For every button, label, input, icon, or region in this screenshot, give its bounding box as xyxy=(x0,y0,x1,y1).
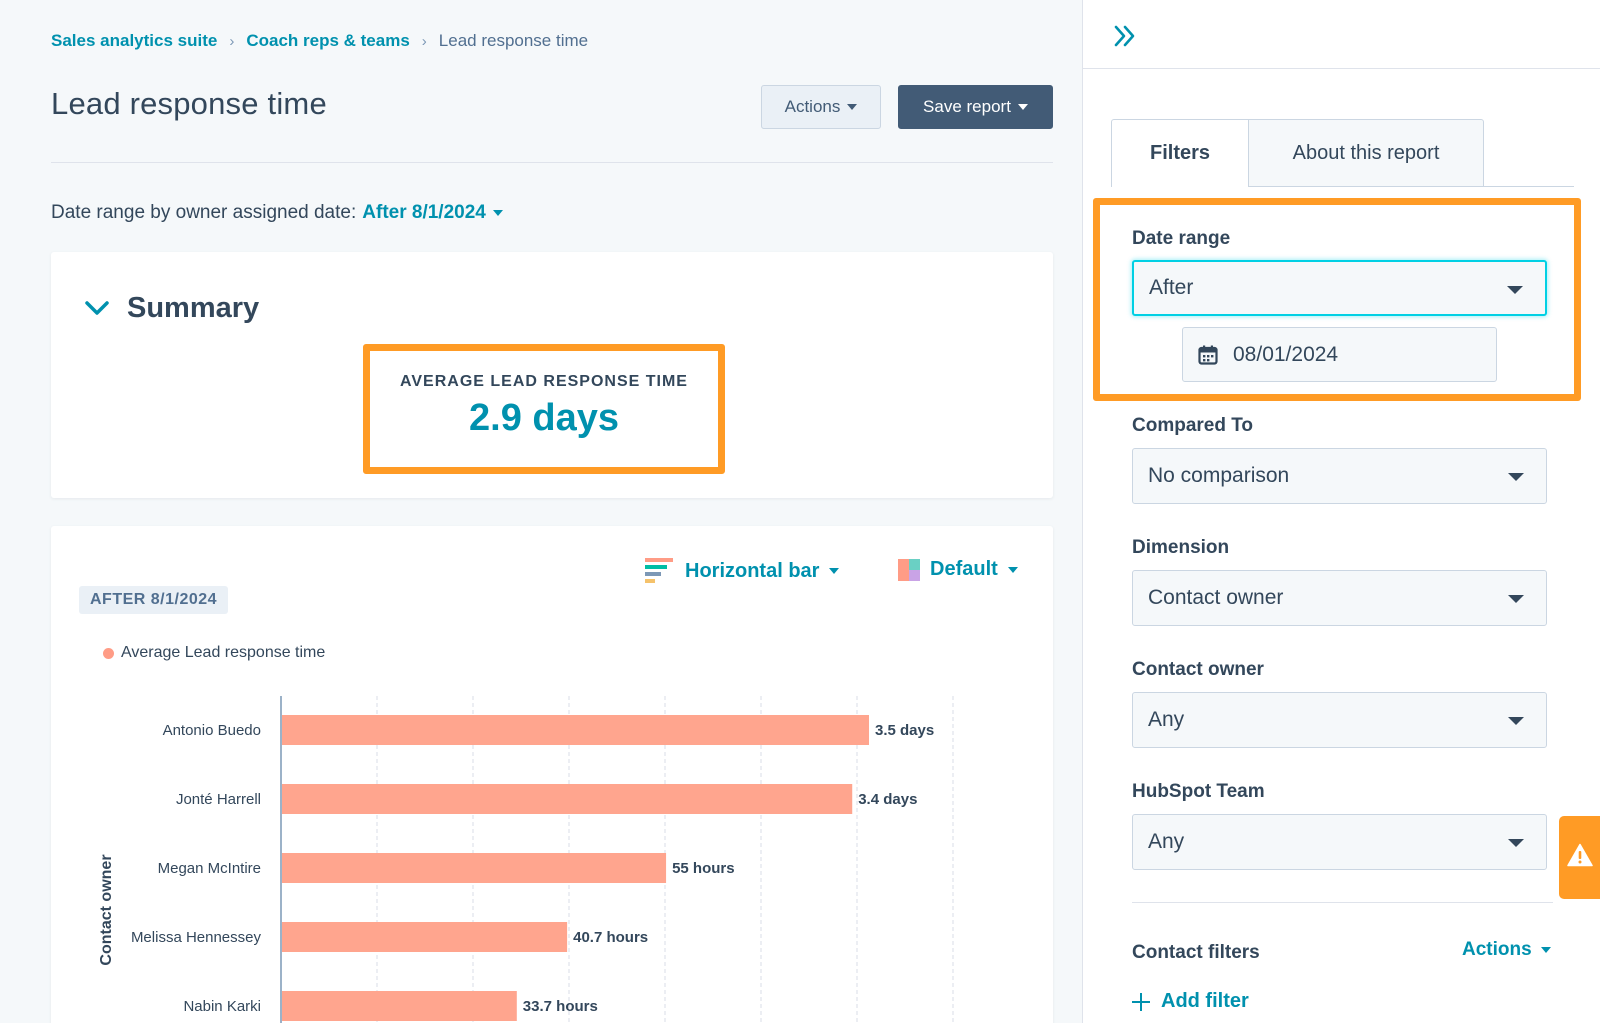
chevron-right-icon: › xyxy=(229,32,235,50)
y-axis-title: Contact owner xyxy=(98,854,115,965)
contact-filters-actions-label: Actions xyxy=(1462,939,1532,960)
chart-bar xyxy=(282,922,568,952)
contact-filters-actions-dropdown[interactable]: Actions xyxy=(1462,939,1551,961)
main-area: Sales analytics suite › Coach reps & tea… xyxy=(51,31,1053,1023)
date-range-highlight-box xyxy=(1093,198,1581,401)
chart-bar xyxy=(282,853,667,883)
header-divider xyxy=(51,162,1053,163)
horizontal-bar-chart-icon xyxy=(645,558,673,583)
panel-tabs: Filters About this report xyxy=(1111,119,1484,187)
category-label: Melissa Hennessey xyxy=(131,929,262,946)
kpi-label: AVERAGE LEAD RESPONSE TIME xyxy=(400,373,688,390)
plus-icon xyxy=(1132,992,1150,1011)
data-label: 55 hours xyxy=(672,860,735,877)
contact-filters-label: Contact filters xyxy=(1132,942,1260,963)
caret-down-icon xyxy=(1508,717,1524,725)
compared-to-value: No comparison xyxy=(1148,464,1290,487)
date-range-tag: AFTER 8/1/2024 xyxy=(79,586,229,614)
color-scheme-label: Default xyxy=(930,558,998,580)
date-input-value: 08/01/2024 xyxy=(1233,342,1339,366)
chart-bar xyxy=(282,991,517,1021)
chart-type-dropdown[interactable]: Horizontal bar xyxy=(645,558,840,584)
calendar-icon xyxy=(1198,345,1218,365)
date-range-dropdown[interactable]: After 8/1/2024 xyxy=(362,202,503,224)
tabs-underline xyxy=(1484,186,1574,187)
data-label: 33.7 hours xyxy=(523,998,598,1015)
hubspot-team-value: Any xyxy=(1148,830,1185,853)
summary-card: Summary AVERAGE LEAD RESPONSE TIME 2.9 d… xyxy=(51,252,1053,498)
warning-icon xyxy=(1567,843,1593,867)
chart-legend: Average Lead response time xyxy=(103,644,325,662)
category-label: Jonté Harrell xyxy=(176,791,261,808)
data-label: 3.5 days xyxy=(875,722,934,739)
dimension-select[interactable]: Contact owner xyxy=(1132,570,1547,626)
date-range-select-value: After xyxy=(1149,276,1194,299)
contact-owner-select[interactable]: Any xyxy=(1132,692,1547,748)
hubspot-team-label: HubSpot Team xyxy=(1132,781,1265,802)
caret-down-icon xyxy=(1508,595,1524,603)
date-range-value: After 8/1/2024 xyxy=(362,202,486,223)
save-report-button-label: Save report xyxy=(923,97,1011,116)
color-scheme-dropdown[interactable]: Default xyxy=(898,558,1018,581)
chart-card: Horizontal bar Default AFTER 8/1/2024 Av… xyxy=(51,526,1053,1023)
tab-about-this-report[interactable]: About this report xyxy=(1249,119,1484,187)
kpi-highlight-box: AVERAGE LEAD RESPONSE TIME 2.9 days xyxy=(363,344,725,474)
caret-down-icon xyxy=(1508,839,1524,847)
filter-panel: Filters About this report Date range Aft… xyxy=(1082,0,1600,1023)
breadcrumb-current: Lead response time xyxy=(438,31,589,50)
compared-to-select[interactable]: No comparison xyxy=(1132,448,1547,504)
caret-down-icon xyxy=(1017,104,1028,110)
double-chevron-right-icon[interactable] xyxy=(1111,22,1139,50)
add-filter-label: Add filter xyxy=(1161,990,1249,1012)
contact-owner-label: Contact owner xyxy=(1132,659,1264,680)
caret-down-icon xyxy=(1508,473,1524,481)
save-report-button[interactable]: Save report xyxy=(898,85,1053,129)
chevron-right-icon: › xyxy=(421,32,427,50)
tab-filters[interactable]: Filters xyxy=(1111,119,1249,187)
category-label: Antonio Buedo xyxy=(163,722,261,739)
compared-to-label: Compared To xyxy=(1132,415,1254,436)
contact-owner-value: Any xyxy=(1148,708,1185,731)
date-input[interactable]: 08/01/2024 xyxy=(1182,327,1497,382)
caret-down-icon xyxy=(1540,947,1551,953)
actions-button[interactable]: Actions xyxy=(761,85,881,129)
chevron-down-icon[interactable] xyxy=(84,298,110,318)
warning-feedback-tab[interactable] xyxy=(1559,816,1600,899)
color-palette-icon xyxy=(898,558,920,581)
summary-title: Summary xyxy=(127,292,260,324)
breadcrumb: Sales analytics suite › Coach reps & tea… xyxy=(51,31,588,51)
page-title: Lead response time xyxy=(51,86,327,121)
caret-down-icon xyxy=(847,104,858,110)
date-range-prefix: Date range by owner assigned date: xyxy=(51,202,357,223)
bar-chart: Contact owner Antonio Buedo 3.5 days Jonté … xyxy=(98,696,954,1023)
caret-down-icon xyxy=(1507,286,1523,294)
legend-dot xyxy=(103,647,114,659)
caret-down-icon xyxy=(492,210,503,216)
legend-label: Average Lead response time xyxy=(121,644,326,661)
hubspot-team-select[interactable]: Any xyxy=(1132,814,1547,870)
add-filter-button[interactable]: Add filter xyxy=(1132,990,1249,1013)
kpi-value: 2.9 days xyxy=(469,397,619,439)
date-range-summary: Date range by owner assigned date: After… xyxy=(51,202,503,224)
actions-button-label: Actions xyxy=(784,97,841,116)
date-range-label: Date range xyxy=(1132,228,1231,249)
chart-type-label: Horizontal bar xyxy=(685,559,820,582)
dimension-value: Contact owner xyxy=(1148,586,1284,609)
category-label: Nabin Karki xyxy=(183,998,261,1015)
caret-down-icon xyxy=(829,568,840,574)
breadcrumb-link-coach-reps[interactable]: Coach reps & teams xyxy=(246,31,410,50)
panel-header xyxy=(1083,0,1600,69)
chart-bar xyxy=(282,715,869,745)
panel-divider xyxy=(1132,902,1553,903)
data-label: 3.4 days xyxy=(858,791,917,808)
caret-down-icon xyxy=(1007,566,1018,573)
chart-bar xyxy=(282,784,853,814)
date-range-select[interactable]: After xyxy=(1132,260,1547,316)
data-label: 40.7 hours xyxy=(573,929,648,946)
dimension-label: Dimension xyxy=(1132,537,1230,558)
category-label: Megan McIntire xyxy=(158,860,261,877)
breadcrumb-link-sales-analytics[interactable]: Sales analytics suite xyxy=(51,31,218,50)
